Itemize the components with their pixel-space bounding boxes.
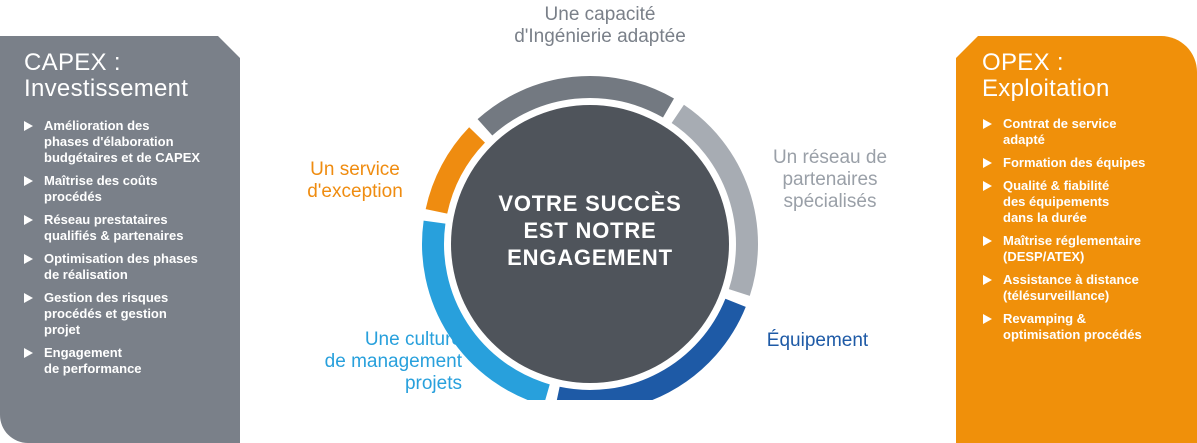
opex-item-text: Assistance à distance (télésurveillance): [1003, 272, 1139, 303]
opex-item: Assistance à distance (télésurveillance): [983, 272, 1193, 304]
triangle-bullet-icon: [24, 254, 33, 264]
capex-item: Engagement de performance: [24, 345, 234, 377]
capex-item: Gestion des risques procédés et gestion …: [24, 290, 234, 338]
opex-item: Contrat de service adapté: [983, 116, 1193, 148]
triangle-bullet-icon: [983, 236, 992, 246]
label-engineering: Une capacité d'Ingénierie adaptée: [514, 4, 686, 47]
segment-right-lower-arc: [556, 298, 746, 400]
triangle-bullet-icon: [24, 215, 33, 225]
opex-list: Contrat de service adapté Formation des …: [983, 116, 1193, 350]
capex-item-text: Gestion des risques procédés et gestion …: [44, 290, 169, 337]
triangle-bullet-icon: [983, 275, 992, 285]
triangle-bullet-icon: [24, 121, 33, 131]
triangle-bullet-icon: [24, 348, 33, 358]
opex-item-text: Maîtrise réglementaire (DESP/ATEX): [1003, 233, 1142, 264]
capex-item: Réseau prestataires qualifiés & partenai…: [24, 212, 234, 244]
opex-item-text: Revamping & optimisation procédés: [1003, 311, 1142, 342]
capex-item-text: Réseau prestataires qualifiés & partenai…: [44, 212, 184, 243]
opex-item-text: Contrat de service adapté: [1003, 116, 1117, 147]
cycle-diagram: [422, 76, 758, 400]
capex-item-text: Optimisation des phases de réalisation: [44, 251, 198, 282]
center-slogan: VOTRE SUCCÈS EST NOTRE ENGAGEMENT: [498, 191, 682, 270]
capex-item-text: Amélioration des phases d'élaboration bu…: [44, 118, 201, 165]
segment-top-arc: [477, 76, 674, 136]
capex-item: Amélioration des phases d'élaboration bu…: [24, 118, 234, 166]
opex-title: OPEX : Exploitation: [982, 49, 1110, 102]
triangle-bullet-icon: [24, 176, 33, 186]
opex-item: Formation des équipes: [983, 155, 1193, 171]
opex-item-text: Qualité & fiabilité des équipements dans…: [1003, 178, 1110, 225]
capex-item: Optimisation des phases de réalisation: [24, 251, 234, 283]
capex-panel: CAPEX : Investissement Amélioration des …: [0, 36, 240, 443]
segment-left-arc: [425, 127, 486, 214]
opex-item: Qualité & fiabilité des équipements dans…: [983, 178, 1193, 226]
capex-list: Amélioration des phases d'élaboration bu…: [24, 118, 234, 384]
opex-item: Revamping & optimisation procédés: [983, 311, 1193, 343]
label-equipment: Équipement: [766, 330, 869, 351]
opex-item: Maîtrise réglementaire (DESP/ATEX): [983, 233, 1193, 265]
triangle-bullet-icon: [983, 181, 992, 191]
label-partners-network: Un réseau de partenaires spécialisés: [772, 147, 888, 212]
label-service: Un service d'exception: [307, 159, 403, 202]
triangle-bullet-icon: [983, 158, 992, 168]
capex-title: CAPEX : Investissement: [24, 49, 189, 102]
triangle-bullet-icon: [983, 314, 992, 324]
center-disc: [451, 105, 729, 383]
opex-item-text: Formation des équipes: [1003, 155, 1146, 170]
opex-panel: OPEX : Exploitation Contrat de service a…: [956, 36, 1197, 443]
triangle-bullet-icon: [24, 293, 33, 303]
capex-item-text: Engagement de performance: [44, 345, 142, 376]
segment-right-upper-arc: [671, 104, 758, 296]
segment-bottom-arc: [422, 220, 550, 400]
label-project-culture: Une culture de management projets: [324, 329, 462, 394]
capex-item: Maîtrise des coûts procédés: [24, 173, 234, 205]
triangle-bullet-icon: [983, 119, 992, 129]
capex-item-text: Maîtrise des coûts procédés: [44, 173, 158, 204]
